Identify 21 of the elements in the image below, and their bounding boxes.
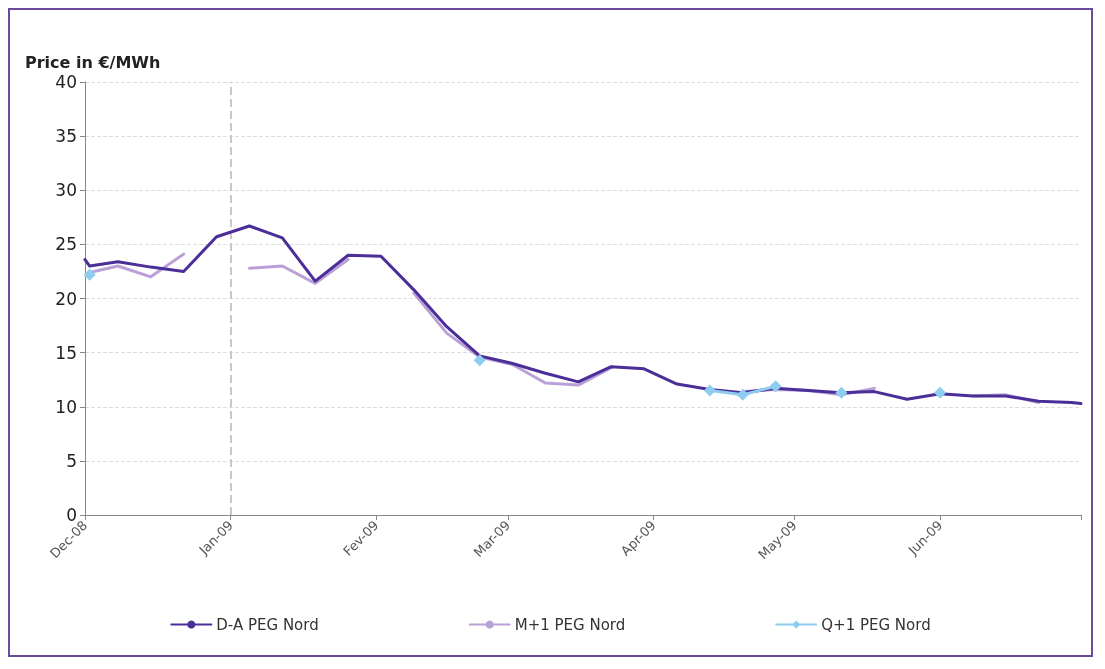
line-series [83, 224, 1083, 405]
legend-label: Q+1 PEG Nord [821, 615, 931, 634]
y-tick-label: 40 [55, 72, 77, 92]
y-tick-label: 25 [55, 234, 77, 255]
legend-label: D-A PEG Nord [216, 615, 319, 634]
y-tick-label: 15 [55, 342, 77, 363]
point [473, 354, 486, 367]
legend-label: M+1 PEG Nord [514, 615, 626, 634]
point [769, 380, 782, 393]
y-tick-label: 5 [66, 450, 77, 471]
y-tick-label: 35 [55, 126, 77, 147]
point [83, 268, 96, 281]
y-tick-label: 20 [55, 288, 77, 309]
point [703, 384, 716, 397]
point [736, 388, 749, 401]
y-axis-title: Price in €/MWh [25, 52, 161, 72]
y-tick-label: 10 [55, 396, 77, 417]
point [835, 386, 848, 399]
y-tick-label: 30 [55, 180, 77, 201]
y-tick-label: 0 [66, 505, 77, 525]
point [934, 386, 947, 399]
